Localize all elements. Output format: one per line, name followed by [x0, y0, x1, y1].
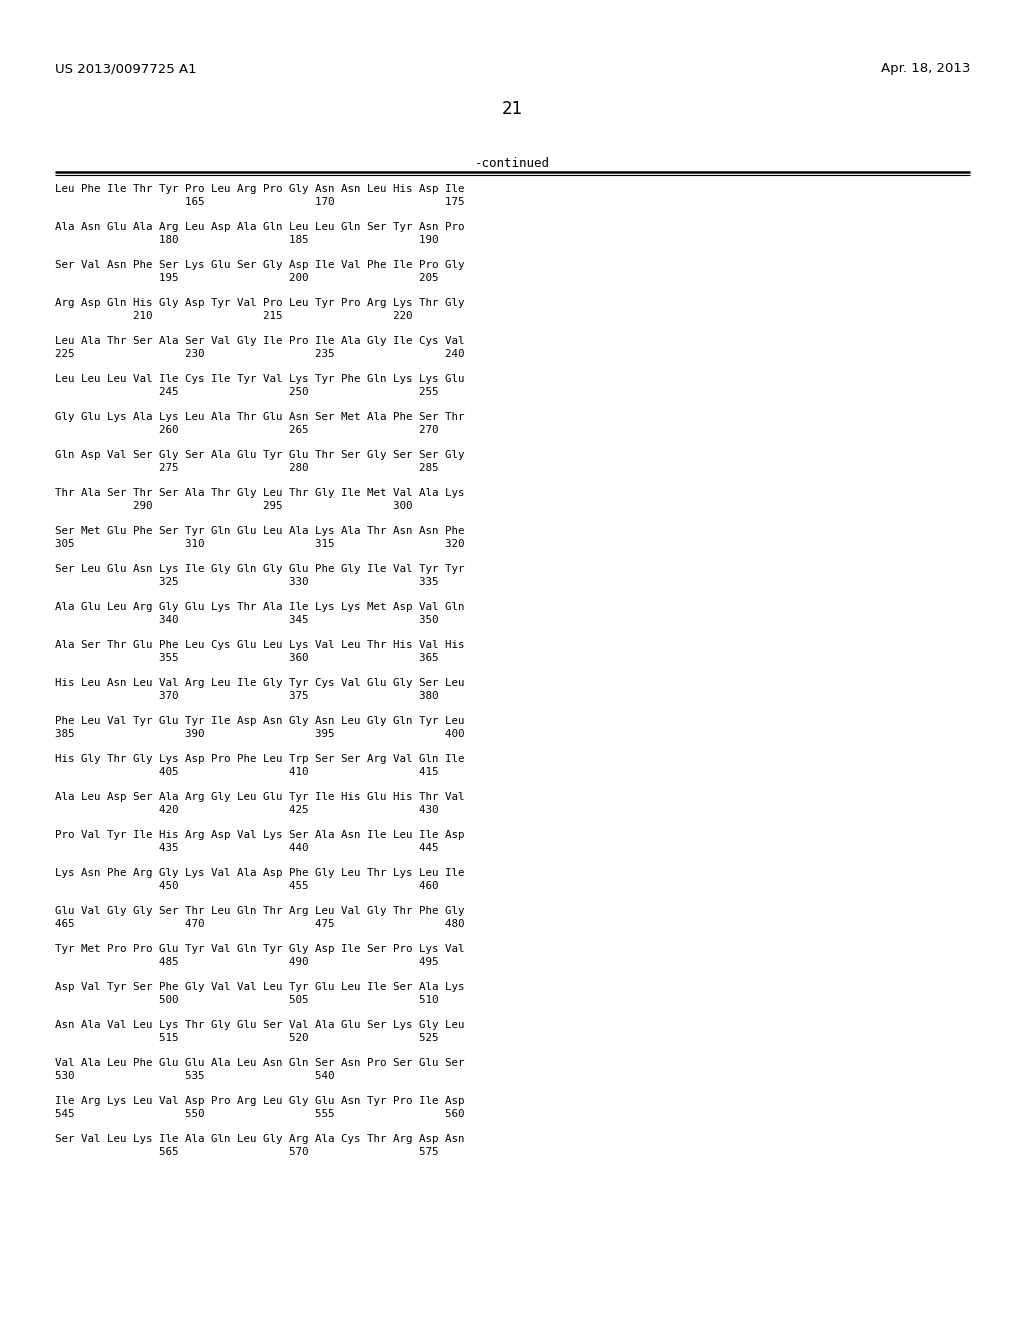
Text: 195                 200                 205: 195 200 205 — [55, 273, 438, 282]
Text: 405                 410                 415: 405 410 415 — [55, 767, 438, 777]
Text: Gly Glu Lys Ala Lys Leu Ala Thr Glu Asn Ser Met Ala Phe Ser Thr: Gly Glu Lys Ala Lys Leu Ala Thr Glu Asn … — [55, 412, 465, 422]
Text: 545                 550                 555                 560: 545 550 555 560 — [55, 1109, 465, 1119]
Text: Val Ala Leu Phe Glu Glu Ala Leu Asn Gln Ser Asn Pro Ser Glu Ser: Val Ala Leu Phe Glu Glu Ala Leu Asn Gln … — [55, 1059, 465, 1068]
Text: Ser Met Glu Phe Ser Tyr Gln Glu Leu Ala Lys Ala Thr Asn Asn Phe: Ser Met Glu Phe Ser Tyr Gln Glu Leu Ala … — [55, 525, 465, 536]
Text: Pro Val Tyr Ile His Arg Asp Val Lys Ser Ala Asn Ile Leu Ile Asp: Pro Val Tyr Ile His Arg Asp Val Lys Ser … — [55, 830, 465, 840]
Text: 260                 265                 270: 260 265 270 — [55, 425, 438, 436]
Text: 500                 505                 510: 500 505 510 — [55, 995, 438, 1005]
Text: 245                 250                 255: 245 250 255 — [55, 387, 438, 397]
Text: 225                 230                 235                 240: 225 230 235 240 — [55, 348, 465, 359]
Text: 420                 425                 430: 420 425 430 — [55, 805, 438, 814]
Text: Ala Asn Glu Ala Arg Leu Asp Ala Gln Leu Leu Gln Ser Tyr Asn Pro: Ala Asn Glu Ala Arg Leu Asp Ala Gln Leu … — [55, 222, 465, 232]
Text: 435                 440                 445: 435 440 445 — [55, 843, 438, 853]
Text: Thr Ala Ser Thr Ser Ala Thr Gly Leu Thr Gly Ile Met Val Ala Lys: Thr Ala Ser Thr Ser Ala Thr Gly Leu Thr … — [55, 488, 465, 498]
Text: Asp Val Tyr Ser Phe Gly Val Val Leu Tyr Glu Leu Ile Ser Ala Lys: Asp Val Tyr Ser Phe Gly Val Val Leu Tyr … — [55, 982, 465, 993]
Text: 515                 520                 525: 515 520 525 — [55, 1034, 438, 1043]
Text: 355                 360                 365: 355 360 365 — [55, 653, 438, 663]
Text: US 2013/0097725 A1: US 2013/0097725 A1 — [55, 62, 197, 75]
Text: Glu Val Gly Gly Ser Thr Leu Gln Thr Arg Leu Val Gly Thr Phe Gly: Glu Val Gly Gly Ser Thr Leu Gln Thr Arg … — [55, 906, 465, 916]
Text: His Gly Thr Gly Lys Asp Pro Phe Leu Trp Ser Ser Arg Val Gln Ile: His Gly Thr Gly Lys Asp Pro Phe Leu Trp … — [55, 754, 465, 764]
Text: 210                 215                 220: 210 215 220 — [55, 312, 413, 321]
Text: -continued: -continued — [474, 157, 550, 170]
Text: 370                 375                 380: 370 375 380 — [55, 690, 438, 701]
Text: Ile Arg Lys Leu Val Asp Pro Arg Leu Gly Glu Asn Tyr Pro Ile Asp: Ile Arg Lys Leu Val Asp Pro Arg Leu Gly … — [55, 1096, 465, 1106]
Text: 165                 170                 175: 165 170 175 — [55, 197, 465, 207]
Text: 305                 310                 315                 320: 305 310 315 320 — [55, 539, 465, 549]
Text: Asn Ala Val Leu Lys Thr Gly Glu Ser Val Ala Glu Ser Lys Gly Leu: Asn Ala Val Leu Lys Thr Gly Glu Ser Val … — [55, 1020, 465, 1030]
Text: Lys Asn Phe Arg Gly Lys Val Ala Asp Phe Gly Leu Thr Lys Leu Ile: Lys Asn Phe Arg Gly Lys Val Ala Asp Phe … — [55, 869, 465, 878]
Text: 21: 21 — [502, 100, 522, 117]
Text: 385                 390                 395                 400: 385 390 395 400 — [55, 729, 465, 739]
Text: 530                 535                 540: 530 535 540 — [55, 1071, 335, 1081]
Text: Arg Asp Gln His Gly Asp Tyr Val Pro Leu Tyr Pro Arg Lys Thr Gly: Arg Asp Gln His Gly Asp Tyr Val Pro Leu … — [55, 298, 465, 308]
Text: Ser Val Asn Phe Ser Lys Glu Ser Gly Asp Ile Val Phe Ile Pro Gly: Ser Val Asn Phe Ser Lys Glu Ser Gly Asp … — [55, 260, 465, 271]
Text: Gln Asp Val Ser Gly Ser Ala Glu Tyr Glu Thr Ser Gly Ser Ser Gly: Gln Asp Val Ser Gly Ser Ala Glu Tyr Glu … — [55, 450, 465, 459]
Text: 340                 345                 350: 340 345 350 — [55, 615, 438, 624]
Text: Leu Phe Ile Thr Tyr Pro Leu Arg Pro Gly Asn Asn Leu His Asp Ile: Leu Phe Ile Thr Tyr Pro Leu Arg Pro Gly … — [55, 183, 465, 194]
Text: 565                 570                 575: 565 570 575 — [55, 1147, 438, 1158]
Text: Tyr Met Pro Pro Glu Tyr Val Gln Tyr Gly Asp Ile Ser Pro Lys Val: Tyr Met Pro Pro Glu Tyr Val Gln Tyr Gly … — [55, 944, 465, 954]
Text: Ala Glu Leu Arg Gly Glu Lys Thr Ala Ile Lys Lys Met Asp Val Gln: Ala Glu Leu Arg Gly Glu Lys Thr Ala Ile … — [55, 602, 465, 612]
Text: 465                 470                 475                 480: 465 470 475 480 — [55, 919, 465, 929]
Text: Phe Leu Val Tyr Glu Tyr Ile Asp Asn Gly Asn Leu Gly Gln Tyr Leu: Phe Leu Val Tyr Glu Tyr Ile Asp Asn Gly … — [55, 715, 465, 726]
Text: 275                 280                 285: 275 280 285 — [55, 463, 438, 473]
Text: 180                 185                 190: 180 185 190 — [55, 235, 438, 246]
Text: Ala Ser Thr Glu Phe Leu Cys Glu Leu Lys Val Leu Thr His Val His: Ala Ser Thr Glu Phe Leu Cys Glu Leu Lys … — [55, 640, 465, 649]
Text: 450                 455                 460: 450 455 460 — [55, 880, 438, 891]
Text: Ser Val Leu Lys Ile Ala Gln Leu Gly Arg Ala Cys Thr Arg Asp Asn: Ser Val Leu Lys Ile Ala Gln Leu Gly Arg … — [55, 1134, 465, 1144]
Text: 485                 490                 495: 485 490 495 — [55, 957, 438, 968]
Text: Ser Leu Glu Asn Lys Ile Gly Gln Gly Glu Phe Gly Ile Val Tyr Tyr: Ser Leu Glu Asn Lys Ile Gly Gln Gly Glu … — [55, 564, 465, 574]
Text: 290                 295                 300: 290 295 300 — [55, 502, 413, 511]
Text: Leu Ala Thr Ser Ala Ser Val Gly Ile Pro Ile Ala Gly Ile Cys Val: Leu Ala Thr Ser Ala Ser Val Gly Ile Pro … — [55, 337, 465, 346]
Text: Apr. 18, 2013: Apr. 18, 2013 — [881, 62, 970, 75]
Text: Ala Leu Asp Ser Ala Arg Gly Leu Glu Tyr Ile His Glu His Thr Val: Ala Leu Asp Ser Ala Arg Gly Leu Glu Tyr … — [55, 792, 465, 803]
Text: 325                 330                 335: 325 330 335 — [55, 577, 438, 587]
Text: Leu Leu Leu Val Ile Cys Ile Tyr Val Lys Tyr Phe Gln Lys Lys Glu: Leu Leu Leu Val Ile Cys Ile Tyr Val Lys … — [55, 374, 465, 384]
Text: His Leu Asn Leu Val Arg Leu Ile Gly Tyr Cys Val Glu Gly Ser Leu: His Leu Asn Leu Val Arg Leu Ile Gly Tyr … — [55, 678, 465, 688]
